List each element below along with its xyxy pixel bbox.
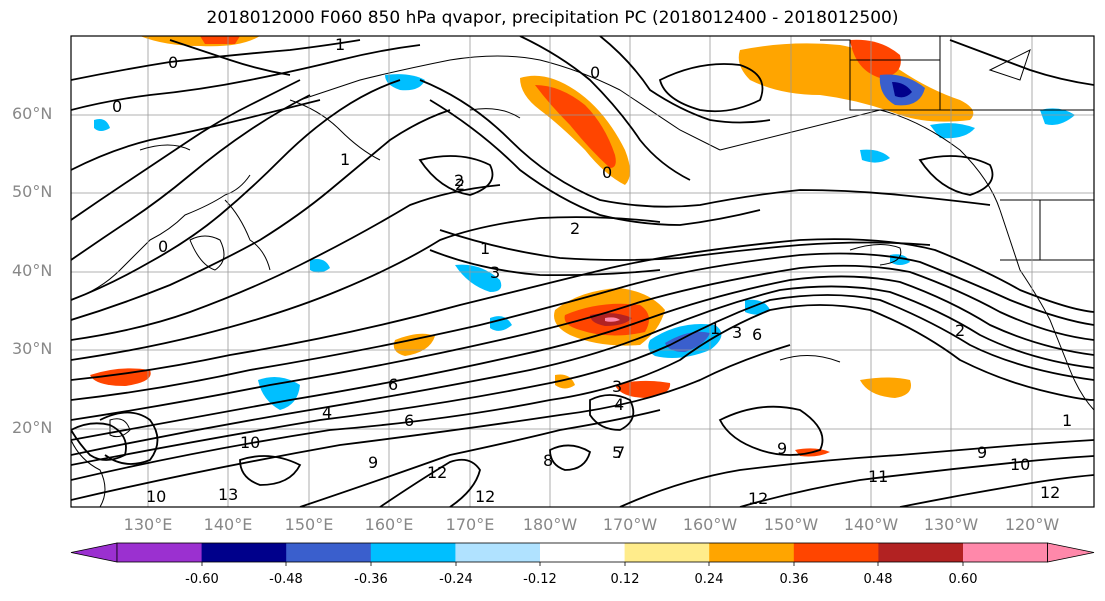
colorbar-tick-label: 0.48: [863, 572, 893, 587]
colorbar-tick-label: 0.36: [779, 572, 809, 587]
lon-label-170w: 170°W: [602, 515, 658, 534]
contour-label: 4: [322, 403, 332, 422]
contour-label: 10: [146, 487, 166, 506]
contour-label: 9: [777, 439, 787, 458]
lon-label-180w: 180°W: [522, 515, 578, 534]
colorbar-tick-label: -0.48: [269, 572, 303, 587]
colorbar-segment: [286, 543, 372, 562]
lon-label-160w: 160°W: [682, 515, 738, 534]
colorbar-min-arrow: [70, 542, 118, 563]
lat-label-40n: 40°N: [12, 261, 53, 280]
graticule: [71, 36, 1094, 507]
negative-precip-shading: [94, 74, 1075, 410]
colorbar-max-arrow: [1047, 542, 1095, 563]
colorbar-outline: [116, 542, 1048, 563]
colorbar-segment: [793, 543, 879, 562]
contour-label: 2: [955, 321, 965, 340]
contour-label: 1: [480, 239, 490, 258]
contour-label: 12: [427, 463, 447, 482]
colorbar-tick-label: -0.12: [523, 572, 557, 587]
contour-label: 6: [404, 411, 414, 430]
contour-label: 0: [112, 97, 122, 116]
contour-label: 1: [1062, 411, 1072, 430]
thin-contours: [139, 108, 902, 363]
contour-label: 11: [868, 467, 888, 486]
contour-label: 4: [614, 395, 624, 414]
contour-label: 6: [752, 325, 762, 344]
contour-label: 0: [602, 163, 612, 182]
colorbar-segment: [201, 543, 287, 562]
colorbar-tick-label: -0.60: [185, 572, 219, 587]
contour-label: 3: [490, 263, 500, 282]
colorbar: [70, 542, 1095, 566]
contour-label: 2: [570, 219, 580, 238]
contour-labels: 1 0 0 0 1 2 1 2 3 0 1 2 3 4 6 4 10 6 9 1…: [112, 35, 1072, 508]
lon-label-130w: 130°W: [923, 515, 979, 534]
coastlines: [71, 36, 1094, 507]
lon-label-130e: 130°E: [123, 515, 173, 534]
colorbar-segment: [455, 543, 541, 562]
colorbar-tick-label: -0.36: [354, 572, 388, 587]
contour-label: 5: [612, 443, 622, 462]
colorbar-segment: [709, 543, 795, 562]
colorbar-segment: [878, 543, 964, 562]
contour-label: 1: [335, 35, 345, 54]
lon-label-120w: 120°W: [1004, 515, 1060, 534]
lat-label-50n: 50°N: [12, 182, 53, 201]
contour-label: 6: [388, 375, 398, 394]
lon-label-150w: 150°W: [763, 515, 819, 534]
map-frame: [70, 35, 1095, 508]
contour-label: 8: [543, 451, 553, 470]
contour-label: 3: [612, 377, 622, 396]
contour-label: 13: [218, 485, 238, 504]
colorbar-tick-label: -0.24: [439, 572, 473, 587]
lon-label-140e: 140°E: [203, 515, 253, 534]
lat-label-60n: 60°N: [12, 104, 53, 123]
contour-label: 0: [590, 63, 600, 82]
contour-label: 9: [368, 453, 378, 472]
contour-label: 7: [615, 443, 625, 462]
contour-label: 2: [454, 171, 464, 190]
contour-label: 12: [1040, 483, 1060, 502]
colorbar-tick-label: 0.60: [948, 572, 978, 587]
colorbar-segment: [117, 543, 203, 562]
colorbar-tick-label: 0.24: [694, 572, 724, 587]
map-plot-area: 1 0 0 0 1 2 1 2 3 0 1 2 3 4 6 4 10 6 9 1…: [71, 35, 1094, 508]
lat-label-20n: 20°N: [12, 418, 53, 437]
contour-label: 10: [1010, 455, 1030, 474]
contour-label: 1: [340, 150, 350, 169]
lat-label-30n: 30°N: [12, 339, 53, 358]
colorbar-segment: [540, 543, 626, 562]
contour-label: 0: [168, 53, 178, 72]
lon-label-160e: 160°E: [364, 515, 414, 534]
contour-label: 12: [748, 489, 768, 508]
colorbar-tick-label: 0.12: [610, 572, 640, 587]
lon-label-150e: 150°E: [284, 515, 334, 534]
contour-label: 1: [710, 319, 720, 338]
colorbar-segment: [370, 543, 456, 562]
contour-label: 3: [732, 323, 742, 342]
colorbar-segment: [963, 543, 1049, 562]
map-title: 2018012000 F060 850 hPa qvapor, precipit…: [206, 8, 899, 28]
contour-label: 0: [158, 237, 168, 256]
contour-label: 12: [475, 487, 495, 506]
contour-label: 10: [240, 433, 260, 452]
contour-label: 9: [977, 443, 987, 462]
qvapor-contours: [71, 36, 1094, 507]
colorbar-segment: [624, 543, 710, 562]
lon-label-170e: 170°E: [445, 515, 495, 534]
contour-label: 2: [455, 175, 465, 194]
lon-label-140w: 140°W: [843, 515, 899, 534]
